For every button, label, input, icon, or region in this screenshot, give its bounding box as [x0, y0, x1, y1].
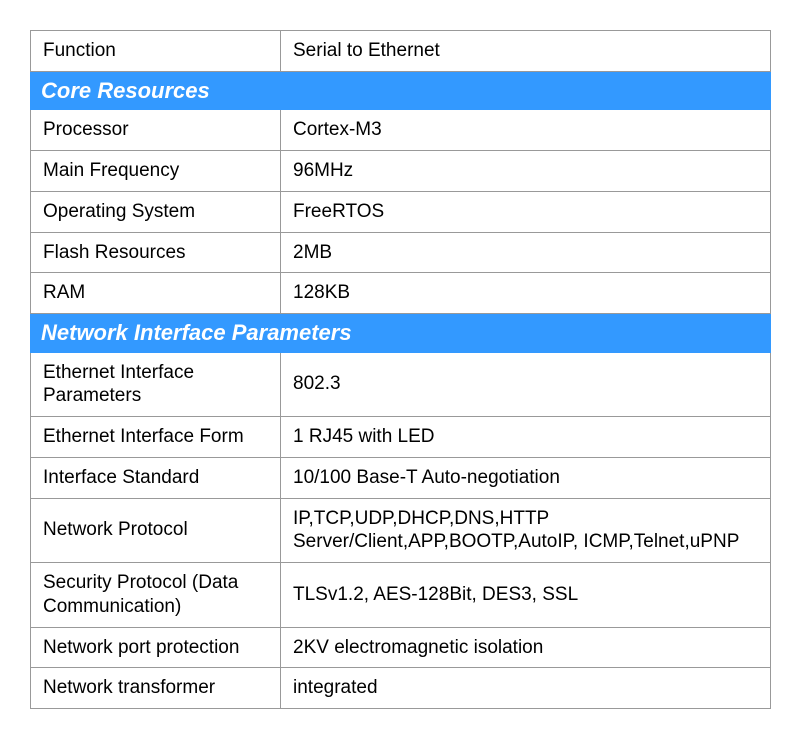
table-row: FunctionSerial to Ethernet: [31, 31, 771, 72]
spec-label: Network port protection: [31, 627, 281, 668]
table-row: Operating SystemFreeRTOS: [31, 191, 771, 232]
spec-label: Network transformer: [31, 668, 281, 709]
table-row: Ethernet Interface Form1 RJ45 with LED: [31, 417, 771, 458]
spec-label: Processor: [31, 110, 281, 151]
spec-label: Ethernet Interface Form: [31, 417, 281, 458]
section-header: Network Interface Parameters: [31, 314, 771, 353]
table-row: Network port protection2KV electromagnet…: [31, 627, 771, 668]
table-row: Network transformerintegrated: [31, 668, 771, 709]
spec-label: Main Frequency: [31, 151, 281, 192]
spec-value: integrated: [281, 668, 771, 709]
spec-value: 128KB: [281, 273, 771, 314]
spec-value: Serial to Ethernet: [281, 31, 771, 72]
table-row: Ethernet Interface Parameters802.3: [31, 352, 771, 417]
table-row: Interface Standard10/100 Base-T Auto-neg…: [31, 457, 771, 498]
spec-value: 1 RJ45 with LED: [281, 417, 771, 458]
table-row: Security Protocol (Data Communication)TL…: [31, 563, 771, 628]
table-row: Core Resources: [31, 71, 771, 110]
table-row: ProcessorCortex-M3: [31, 110, 771, 151]
spec-value: 96MHz: [281, 151, 771, 192]
table-row: Network ProtocolIP,TCP,UDP,DHCP,DNS,HTTP…: [31, 498, 771, 563]
spec-value: IP,TCP,UDP,DHCP,DNS,HTTP Server/Client,A…: [281, 498, 771, 563]
spec-value: FreeRTOS: [281, 191, 771, 232]
spec-label: Network Protocol: [31, 498, 281, 563]
table-row: Main Frequency96MHz: [31, 151, 771, 192]
spec-label: Flash Resources: [31, 232, 281, 273]
spec-value: 2KV electromagnetic isolation: [281, 627, 771, 668]
spec-label: Operating System: [31, 191, 281, 232]
spec-value: 10/100 Base-T Auto-negotiation: [281, 457, 771, 498]
specification-table: FunctionSerial to EthernetCore Resources…: [30, 30, 771, 709]
spec-value: 2MB: [281, 232, 771, 273]
table-row: RAM128KB: [31, 273, 771, 314]
spec-value: 802.3: [281, 352, 771, 417]
spec-label: Security Protocol (Data Communication): [31, 563, 281, 628]
spec-label: Ethernet Interface Parameters: [31, 352, 281, 417]
table-row: Network Interface Parameters: [31, 314, 771, 353]
spec-label: Function: [31, 31, 281, 72]
specification-table-body: FunctionSerial to EthernetCore Resources…: [31, 31, 771, 709]
table-row: Flash Resources2MB: [31, 232, 771, 273]
spec-label: Interface Standard: [31, 457, 281, 498]
spec-value: Cortex-M3: [281, 110, 771, 151]
section-header: Core Resources: [31, 71, 771, 110]
spec-value: TLSv1.2, AES-128Bit, DES3, SSL: [281, 563, 771, 628]
spec-label: RAM: [31, 273, 281, 314]
